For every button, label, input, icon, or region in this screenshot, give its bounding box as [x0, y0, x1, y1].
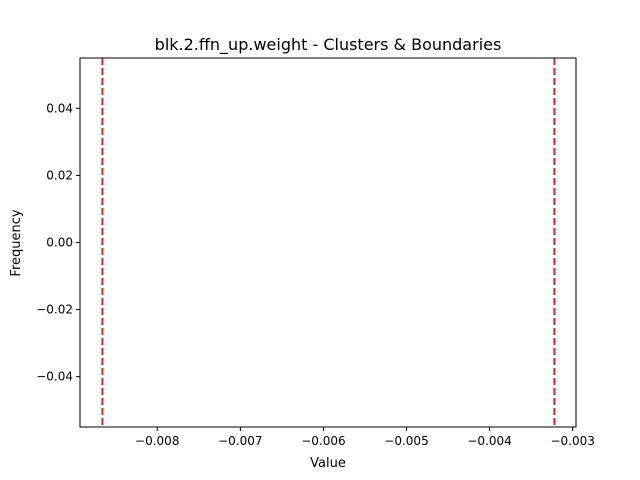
- x-axis-label: Value: [310, 456, 346, 471]
- y-tick-label: 0.02: [46, 168, 73, 182]
- chart-title: blk.2.ffn_up.weight - Clusters & Boundar…: [155, 35, 502, 55]
- x-tick-label: −0.005: [384, 434, 428, 448]
- axes-frame: [79, 57, 577, 428]
- x-tick-label: −0.004: [467, 434, 511, 448]
- y-tick-label: −0.04: [36, 370, 73, 384]
- x-tick-label: −0.007: [218, 434, 262, 448]
- y-tick-label: 0.00: [46, 236, 73, 250]
- x-tick-label: −0.006: [301, 434, 345, 448]
- y-tick-label: 0.04: [46, 101, 73, 115]
- y-tick-label: −0.02: [36, 303, 73, 317]
- x-tick-label: −0.008: [135, 434, 179, 448]
- y-axis-label: Frequency: [9, 209, 24, 276]
- x-tick-label: −0.003: [550, 434, 594, 448]
- plot-area: −0.008 −0.007 −0.006 −0.005 −0.004 −0.003 0.04…: [36, 57, 595, 448]
